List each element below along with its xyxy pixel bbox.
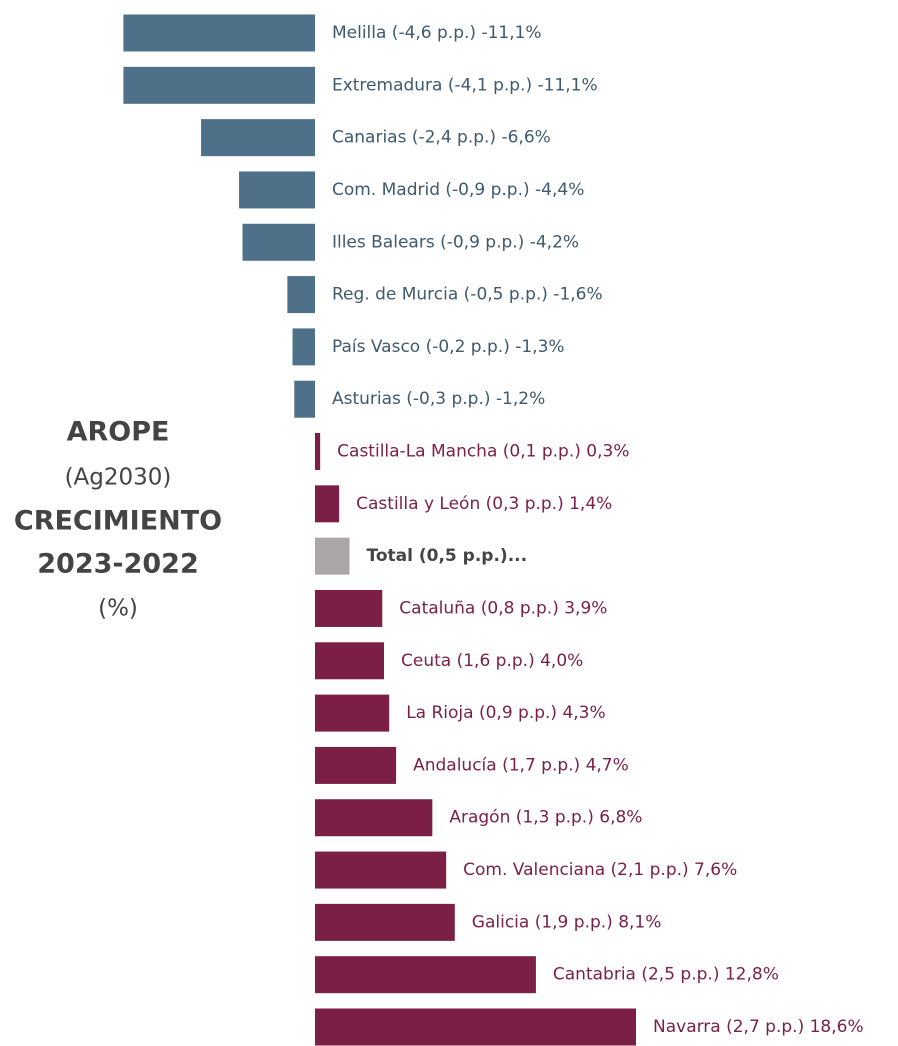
bar — [314, 694, 390, 732]
bar-label: Ceuta (1,6 p.p.) 4,0% — [401, 651, 583, 671]
bar-label: Com. Madrid (-0,9 p.p.) -4,4% — [332, 180, 584, 200]
bar-label: Cataluña (0,8 p.p.) 3,9% — [399, 598, 607, 618]
title-block: AROPE (Ag2030) CRECIMIENTO 2023-2022 (%) — [14, 417, 222, 622]
bar — [314, 799, 433, 837]
bar — [292, 328, 315, 366]
title-line: CRECIMIENTO — [14, 506, 222, 537]
bar-label: Asturias (-0,3 p.p.) -1,2% — [332, 389, 545, 409]
title-line: 2023-2022 — [37, 549, 199, 580]
bar-label: País Vasco (-0,2 p.p.) -1,3% — [332, 337, 565, 357]
bar — [201, 119, 315, 157]
bar-label: Illes Balears (-0,9 p.p.) -4,2% — [332, 232, 579, 252]
bar-label: Total (0,5 p.p.)... — [367, 546, 528, 566]
bar-label: La Rioja (0,9 p.p.) 4,3% — [406, 703, 605, 723]
bar — [314, 851, 447, 889]
bar — [242, 223, 315, 261]
title-line: (Ag2030) — [65, 465, 172, 491]
bar-label: Galicia (1,9 p.p.) 8,1% — [472, 912, 662, 932]
title-line: (%) — [98, 596, 138, 622]
bar — [314, 956, 536, 994]
bar-label: Canarias (-2,4 p.p.) -6,6% — [332, 128, 551, 148]
bar — [314, 903, 455, 941]
bar — [239, 171, 315, 209]
bar — [123, 14, 315, 52]
bar-label: Castilla-La Mancha (0,1 p.p.) 0,3% — [337, 442, 629, 462]
bar — [314, 537, 350, 575]
bar-label: Cantabria (2,5 p.p.) 12,8% — [553, 965, 779, 985]
bar — [314, 1008, 637, 1046]
bar — [314, 642, 385, 680]
bar-label: Melilla (-4,6 p.p.) -11,1% — [332, 23, 542, 43]
bar — [314, 746, 397, 784]
bar — [314, 589, 383, 627]
bar-label: Navarra (2,7 p.p.) 18,6% — [653, 1017, 864, 1037]
bar — [314, 433, 321, 471]
bar — [123, 66, 315, 104]
bar — [314, 485, 340, 523]
title-line: AROPE — [67, 417, 170, 448]
bar-label: Aragón (1,3 p.p.) 6,8% — [449, 808, 642, 828]
bar-label: Castilla y León (0,3 p.p.) 1,4% — [356, 494, 612, 514]
bar-label: Reg. de Murcia (-0,5 p.p.) -1,6% — [332, 285, 603, 305]
bar — [287, 276, 315, 314]
bar-label: Andalucía (1,7 p.p.) 4,7% — [413, 755, 629, 775]
bar-label: Extremadura (-4,1 p.p.) -11,1% — [332, 75, 598, 95]
bar — [294, 380, 315, 418]
bar-label: Com. Valenciana (2,1 p.p.) 7,6% — [463, 860, 737, 880]
